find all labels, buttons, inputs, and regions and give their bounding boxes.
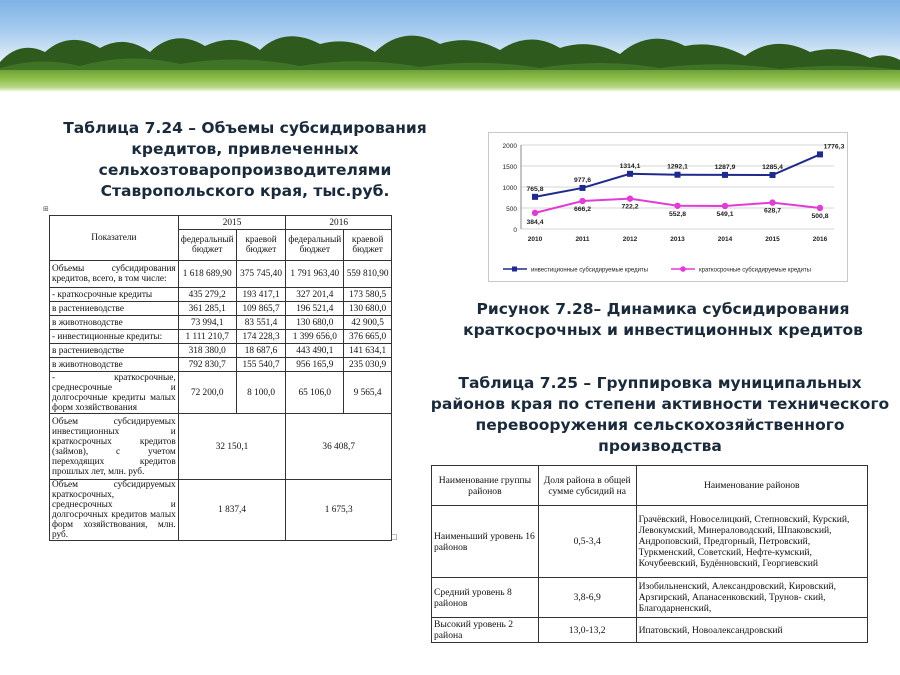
y-tick-label: 500 bbox=[506, 206, 517, 213]
header-share: Доля района в общей сумме субсидий на bbox=[537, 465, 637, 506]
table-row: Наименьший уровень 16 районов 0,5-3,4 Гр… bbox=[431, 505, 869, 578]
data-label: 628,7 bbox=[764, 208, 781, 215]
table-row: Средний уровень 8 районов 3,8-6,9 Изобил… bbox=[431, 577, 869, 618]
chart-svg: 0 500 1000 1500 2000 2010 2011 2012 2013 2014 2015… bbox=[503, 143, 845, 274]
table-row: Объем субсидируемых краткосрочных, средн… bbox=[49, 479, 392, 541]
data-point bbox=[769, 172, 776, 179]
data-point bbox=[531, 209, 539, 217]
data-label: 500,8 bbox=[811, 213, 828, 220]
data-point bbox=[817, 151, 823, 158]
subsidies-table: Показатели 2015 2016 федеральный бюджет … bbox=[49, 215, 392, 541]
data-point bbox=[769, 199, 776, 206]
data-label: 549,1 bbox=[716, 211, 733, 218]
data-label: 1287,9 bbox=[715, 164, 736, 171]
x-tick-label: 2016 bbox=[813, 236, 828, 243]
data-label: 1285,4 bbox=[762, 164, 783, 171]
legend-marker bbox=[512, 266, 517, 272]
data-label: 1314,1 bbox=[620, 163, 641, 170]
data-point bbox=[721, 202, 729, 210]
table-row: в растениеводстве 361 285,1 109 865,7 19… bbox=[49, 301, 392, 316]
x-tick-label: 2015 bbox=[765, 236, 780, 243]
data-point bbox=[722, 171, 728, 178]
legend-label: краткосрочные субсидируемые кредиты bbox=[699, 268, 811, 274]
figure-7-28-caption: Рисунок 7.28– Динамика субсидирования кр… bbox=[463, 300, 863, 339]
table-row: - инвестиционные кредиты: 1 111 210,7 17… bbox=[49, 329, 392, 344]
table-row: в растениеводстве 318 380,0 18 687,6 443… bbox=[49, 343, 392, 358]
legend-label: инвестиционные субсидируемые кредиты bbox=[531, 268, 648, 274]
y-tick-label: 2000 bbox=[503, 143, 518, 150]
y-tick-label: 1500 bbox=[503, 164, 518, 171]
data-point bbox=[627, 170, 633, 177]
data-label: 1292,1 bbox=[667, 164, 688, 171]
table-row: - краткосрочные, среднесрочные и долгоср… bbox=[49, 371, 392, 414]
data-label: 552,8 bbox=[669, 211, 686, 218]
data-point bbox=[579, 184, 586, 191]
header-year-2016: 2016 bbox=[285, 215, 392, 230]
credits-line-chart: 0 500 1000 1500 2000 2010 2011 2012 2013 2014 2015… bbox=[488, 132, 848, 282]
data-point bbox=[579, 197, 586, 205]
header-fed-2015: федеральный бюджет bbox=[177, 229, 237, 261]
x-tick-label: 2011 bbox=[575, 236, 589, 243]
data-label: 666,2 bbox=[574, 206, 591, 213]
data-point bbox=[816, 204, 824, 212]
table-7-24-title: Таблица 7.24 – Объемы субсидирования кре… bbox=[63, 119, 427, 200]
data-label: 722,2 bbox=[621, 204, 638, 211]
table-resize-handle: □ bbox=[391, 533, 398, 541]
table-row: Объемы субсидирования кредитов, всего, в… bbox=[49, 260, 392, 288]
header-kr-2016: краевой бюджет bbox=[343, 229, 392, 261]
table-7-25-title: Таблица 7.25 – Группировка муниципальных… bbox=[430, 374, 890, 455]
header-kr-2015: краевой бюджет bbox=[235, 229, 287, 261]
y-tick-label: 0 bbox=[513, 227, 517, 234]
x-tick-label: 2012 bbox=[623, 236, 638, 243]
x-tick-label: 2013 bbox=[670, 236, 685, 243]
data-point bbox=[674, 202, 681, 209]
table-row: - краткосрочные кредиты 435 279,2 193 41… bbox=[49, 287, 392, 302]
header-indicators: Показатели bbox=[49, 215, 179, 261]
table-row: Высокий уровень 2 района 13,0-13,2 Ипато… bbox=[431, 617, 869, 643]
data-point bbox=[674, 171, 681, 178]
x-tick-label: 2010 bbox=[528, 236, 543, 243]
header-year-2015: 2015 bbox=[177, 215, 287, 230]
table-row: Объем субсидируемых инвестиционных и кра… bbox=[49, 413, 392, 480]
table-row: в животноводстве 792 830,7 155 540,7 956… bbox=[49, 357, 392, 372]
data-label: 384,4 bbox=[526, 219, 543, 226]
x-tick-label: 2014 bbox=[718, 236, 733, 243]
header-banner-image bbox=[0, 0, 900, 92]
data-label: 765,8 bbox=[526, 186, 543, 193]
header-fed-2016: федеральный бюджет bbox=[285, 229, 345, 261]
data-label: 1776,3 bbox=[824, 143, 845, 150]
table-anchor-icon: ⊞ bbox=[43, 205, 49, 213]
districts-table: Наименование группы районов Доля района … bbox=[431, 465, 869, 643]
legend-marker bbox=[680, 266, 686, 272]
data-point bbox=[626, 195, 634, 202]
table-row: в животноводстве 73 994,1 83 551,4 130 6… bbox=[49, 315, 392, 330]
header-districts: Наименование районов bbox=[635, 465, 869, 506]
data-point bbox=[532, 193, 538, 200]
y-tick-label: 1000 bbox=[503, 185, 518, 192]
data-label: 977,6 bbox=[574, 177, 591, 184]
header-group-name: Наименование группы районов bbox=[431, 465, 539, 506]
